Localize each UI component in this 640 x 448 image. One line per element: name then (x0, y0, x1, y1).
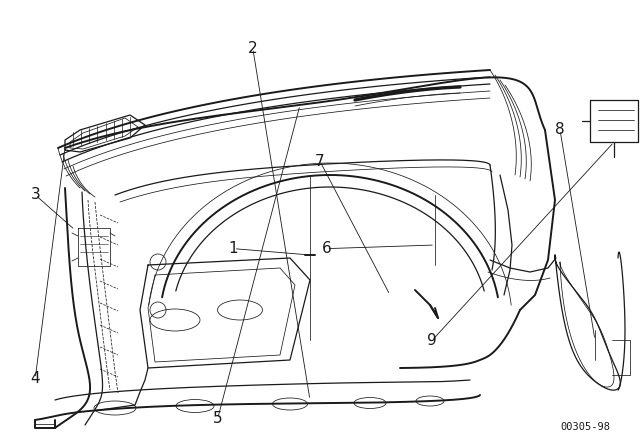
Text: 7: 7 (315, 154, 325, 169)
Text: 9: 9 (427, 333, 437, 348)
Text: 6: 6 (321, 241, 332, 256)
Text: 8: 8 (555, 122, 565, 138)
Text: 2: 2 (248, 41, 258, 56)
Text: 1: 1 (228, 241, 239, 256)
Text: 3: 3 (30, 187, 40, 202)
Text: 00305-98: 00305-98 (560, 422, 610, 432)
Text: 4: 4 (30, 371, 40, 386)
Text: 5: 5 (212, 411, 223, 426)
